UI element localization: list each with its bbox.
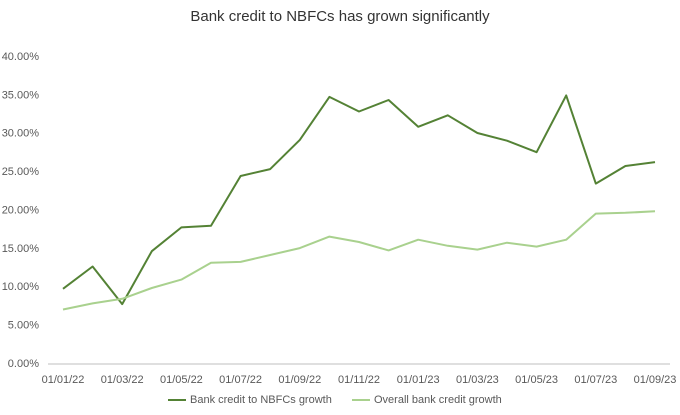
y-tick-label: 15.00% bbox=[2, 243, 40, 255]
x-tick-label: 01/09/23 bbox=[634, 374, 677, 386]
y-tick-label: 10.00% bbox=[2, 281, 40, 293]
x-tick-label: 01/01/23 bbox=[397, 374, 440, 386]
series-line bbox=[62, 94, 656, 306]
x-tick-label: 01/03/23 bbox=[456, 374, 499, 386]
x-tick-label: 01/07/23 bbox=[574, 374, 617, 386]
x-tick-label: 01/07/22 bbox=[219, 374, 262, 386]
x-tick-label: 01/05/23 bbox=[515, 374, 558, 386]
series-line bbox=[62, 210, 656, 311]
y-tick-label: 25.00% bbox=[2, 166, 40, 178]
x-tick-label: 01/11/22 bbox=[338, 374, 380, 386]
y-tick-label: 35.00% bbox=[2, 89, 40, 101]
y-tick-label: 40.00% bbox=[2, 51, 40, 63]
x-tick-label: 01/09/22 bbox=[278, 374, 321, 386]
legend-label: Bank credit to NBFCs growth bbox=[190, 394, 332, 406]
x-tick-label: 01/03/22 bbox=[101, 374, 144, 386]
y-tick-label: 0.00% bbox=[8, 358, 39, 370]
legend-label: Overall bank credit growth bbox=[374, 394, 502, 406]
y-tick-label: 20.00% bbox=[2, 204, 40, 216]
y-tick-label: 5.00% bbox=[8, 320, 39, 332]
y-tick-label: 30.00% bbox=[2, 128, 40, 140]
x-tick-label: 01/05/22 bbox=[160, 374, 203, 386]
chart-title: Bank credit to NBFCs has grown significa… bbox=[190, 8, 490, 25]
x-tick-label: 01/01/22 bbox=[42, 374, 85, 386]
